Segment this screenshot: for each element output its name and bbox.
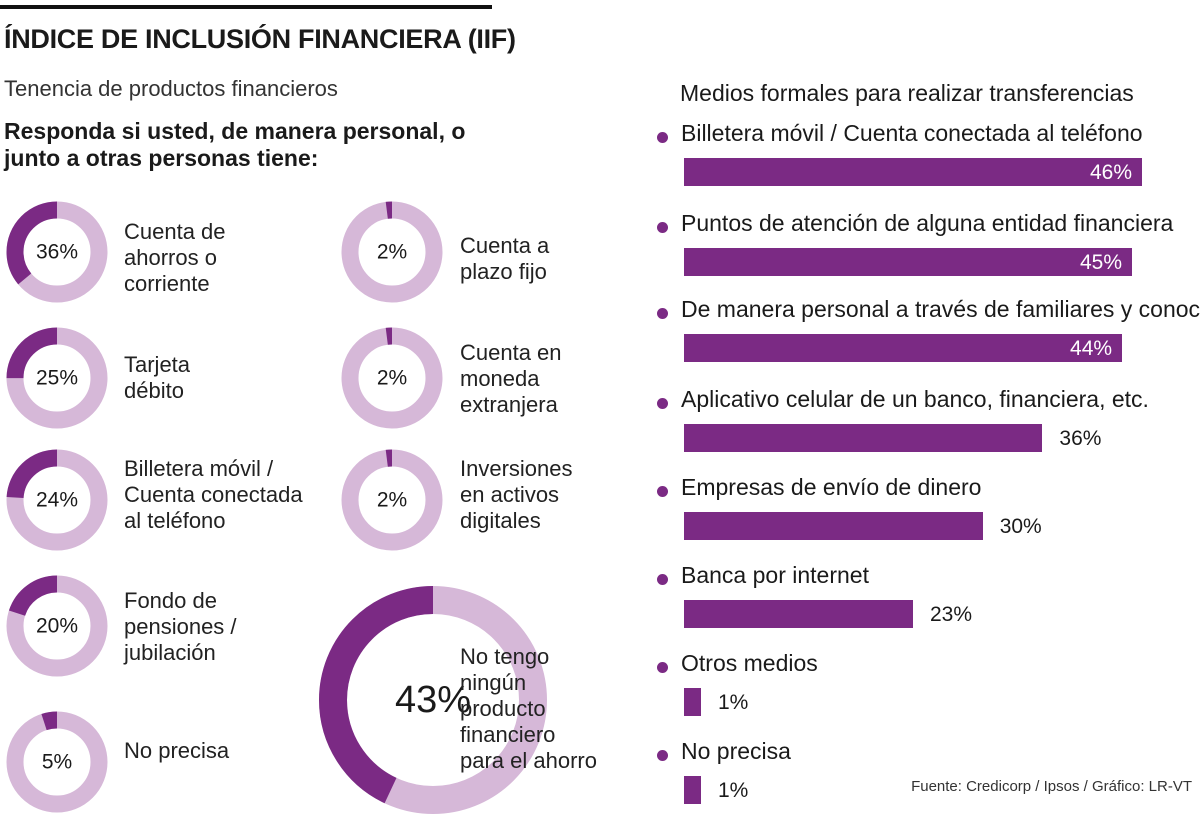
page-subtitle: Tenencia de productos financieros: [4, 76, 338, 101]
donut-value-arc: [6, 711, 108, 813]
bullet-icon: [657, 574, 668, 585]
bar-category-label: Banca por internet: [681, 562, 869, 588]
bar: [684, 334, 1123, 362]
bar: [684, 600, 913, 628]
donut-category-label: Cuenta en moneda extranjera: [460, 340, 562, 417]
donut-category-label: Cuenta a plazo fijo: [460, 233, 550, 284]
donut-value-arc: [6, 449, 108, 551]
bar-value-label: 44%: [1070, 337, 1113, 360]
bar-category-label: Puntos de atención de alguna entidad fin…: [681, 210, 1174, 236]
donut-value-label: 2%: [377, 489, 407, 512]
bar-category-label: Billetera móvil / Cuenta conectada al te…: [681, 120, 1143, 146]
bullet-icon: [657, 750, 668, 761]
donut-chart: 2%: [341, 449, 443, 551]
donut-category-label: No tengo ningún producto financiero para…: [460, 644, 597, 773]
bullet-icon: [657, 398, 668, 409]
bar-row: Aplicativo celular de un banco, financie…: [0, 0, 1200, 452]
donut-chart: 25%: [6, 327, 108, 429]
donut-category-label: Billetera móvil / Cuenta conectada al te…: [124, 456, 303, 533]
bar-row: De manera personal a través de familiare…: [0, 0, 1200, 362]
bar-value-label: 46%: [1089, 161, 1132, 184]
bar-value-label: 45%: [1080, 251, 1123, 274]
bar-value-label: 1%: [718, 779, 749, 802]
bar-category-label: Otros medios: [681, 650, 818, 676]
bar: [684, 248, 1133, 276]
donut-chart: 36%: [6, 201, 108, 303]
donut-category-label: Fondo de pensiones / jubilación: [124, 588, 237, 665]
bar: [684, 158, 1142, 186]
bar-value-label: 36%: [1059, 427, 1102, 450]
donut-chart: 5%: [6, 711, 108, 813]
bar-row: Billetera móvil / Cuenta conectada al te…: [0, 0, 1200, 186]
top-rule: [0, 5, 492, 9]
bar-row: Otros medios 1%: [0, 0, 1200, 716]
donut-value-label: 43%: [395, 679, 471, 721]
bar-row: No precisa 1%: [0, 0, 1200, 804]
bar-category-label: No precisa: [681, 738, 791, 764]
donut-category-label: Inversiones en activos digitales: [460, 456, 573, 533]
bar-category-label: Aplicativo celular de un banco, financie…: [681, 386, 1149, 412]
donut-value-arc: [319, 586, 547, 814]
donut-value-label: 25%: [36, 367, 78, 390]
donut-value-arc: [6, 575, 108, 677]
donut-chart: 2%: [341, 327, 443, 429]
donut-value-label: 20%: [36, 615, 78, 638]
bar-category-label: De manera personal a través de familiare…: [681, 296, 1200, 322]
bar-category-label: Empresas de envío de dinero: [681, 474, 982, 500]
bar-row: Banca por internet 23%: [0, 0, 1200, 628]
bullet-icon: [657, 132, 668, 143]
bar-value-label: 30%: [999, 515, 1042, 538]
donut-chart: 20%: [6, 575, 108, 677]
bar-row: Puntos de atención de alguna entidad fin…: [0, 0, 1200, 276]
bullet-icon: [657, 222, 668, 233]
bar: [684, 688, 701, 716]
donut-category-label: Tarjeta débito: [124, 352, 191, 403]
bar-value-label: 23%: [930, 603, 973, 626]
donut-value-arc: [341, 449, 443, 551]
bar: [684, 776, 701, 804]
donut-chart: 24%: [6, 449, 108, 551]
donut-value-label: 2%: [377, 241, 407, 264]
bar: [684, 424, 1043, 452]
donut-value-label: 2%: [377, 367, 407, 390]
bullet-icon: [657, 486, 668, 497]
bar: [684, 512, 983, 540]
donut-value-arc: [341, 327, 443, 429]
bar-value-label: 1%: [718, 691, 749, 714]
bar-chart-title: Medios formales para realizar transferen…: [680, 80, 1134, 106]
donut-chart: 2%: [341, 201, 443, 303]
donut-category-label: No precisa: [124, 738, 230, 763]
donut-value-arc: [6, 201, 108, 303]
donut-chart: 43%: [319, 586, 547, 814]
bar-row: Empresas de envío de dinero 30%: [0, 0, 1200, 540]
donut-value-label: 36%: [36, 241, 78, 264]
donut-value-arc: [341, 201, 443, 303]
donut-category-label: Cuenta de ahorros o corriente: [124, 219, 226, 296]
source-note: Fuente: Credicorp / Ipsos / Gráfico: LR-…: [911, 778, 1192, 795]
donut-value-label: 24%: [36, 489, 78, 512]
page-title: ÍNDICE DE INCLUSIÓN FINANCIERA (IIF): [4, 24, 516, 54]
bullet-icon: [657, 308, 668, 319]
survey-question: Responda si usted, de manera personal, o…: [4, 118, 466, 171]
bullet-icon: [657, 662, 668, 673]
donut-value-label: 5%: [42, 751, 72, 774]
donut-value-arc: [6, 327, 108, 429]
